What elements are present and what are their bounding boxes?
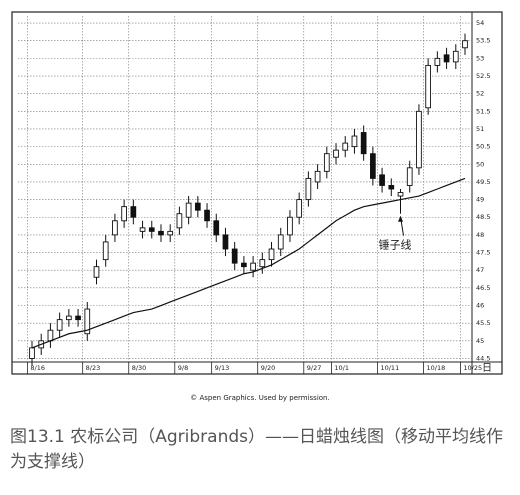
candle-body bbox=[296, 199, 303, 218]
candle-body bbox=[268, 248, 275, 261]
candle-body bbox=[314, 170, 321, 183]
candle-body bbox=[139, 227, 146, 232]
y-tick-label: 49.5 bbox=[476, 178, 490, 186]
candle-body bbox=[277, 234, 284, 250]
chart: 日 © Aspen Graphics. Used by permission. … bbox=[11, 11, 503, 402]
candle-body bbox=[66, 315, 72, 321]
y-tick-label: 49 bbox=[476, 196, 484, 204]
candle-body bbox=[148, 227, 155, 232]
x-tick-label: 10/25 bbox=[463, 364, 482, 372]
x-tick-label: 8/16 bbox=[30, 364, 45, 372]
candle-body bbox=[75, 315, 81, 321]
x-tick-label: 10/11 bbox=[380, 364, 399, 372]
x-tick-label: 10/1 bbox=[334, 364, 349, 372]
candle-body bbox=[333, 149, 339, 158]
candle-body bbox=[222, 234, 229, 250]
candle-body bbox=[204, 209, 210, 222]
candle-body bbox=[167, 230, 174, 236]
candle-body bbox=[379, 174, 385, 186]
candle-body bbox=[323, 153, 330, 172]
candle-body bbox=[416, 110, 422, 169]
candle-body bbox=[287, 216, 293, 236]
credit: © Aspen Graphics. Used by permission. bbox=[190, 394, 329, 402]
candle-body bbox=[130, 206, 137, 218]
candle-body bbox=[370, 153, 376, 179]
caption: 图13.1 农标公司（Agribrands）——日蜡烛线图（移动平均线作为支撑线… bbox=[10, 427, 504, 472]
y-tick-label: 54 bbox=[476, 19, 484, 27]
moving-average-line bbox=[31, 177, 466, 349]
y-tick-label: 52.5 bbox=[476, 72, 490, 80]
y-tick-label: 50 bbox=[476, 160, 484, 168]
y-tick-label: 47.5 bbox=[476, 249, 490, 257]
candle-body bbox=[121, 206, 127, 222]
annotation-arrowhead bbox=[398, 215, 404, 222]
y-tick-label: 47 bbox=[476, 266, 484, 274]
candle-body bbox=[452, 50, 459, 63]
candle-body bbox=[434, 57, 441, 66]
x-tick-label: 9/20 bbox=[261, 364, 276, 372]
candle-body bbox=[56, 319, 63, 331]
candle-body bbox=[388, 185, 395, 190]
candle-body bbox=[443, 54, 450, 63]
y-tick-label: 46 bbox=[476, 302, 484, 310]
x-tick-label: 8/23 bbox=[86, 364, 101, 372]
candle-body bbox=[231, 248, 238, 264]
x-tick-label: 9/27 bbox=[307, 364, 322, 372]
candle-body bbox=[102, 241, 109, 261]
candle-body bbox=[406, 167, 413, 186]
candle-body bbox=[112, 220, 118, 236]
annotation-text: 锤子线 bbox=[379, 238, 412, 252]
candle-body bbox=[241, 262, 247, 268]
candle-body bbox=[259, 259, 266, 268]
y-tick-label: 51.5 bbox=[476, 107, 490, 115]
candle-body bbox=[397, 192, 404, 197]
y-tick-label: 53.5 bbox=[476, 37, 490, 45]
candle-body bbox=[47, 329, 54, 342]
y-tick-label: 46.5 bbox=[476, 284, 490, 292]
y-tick-label: 44.5 bbox=[476, 354, 490, 362]
candle-body bbox=[305, 177, 312, 201]
x-tick-label: 9/13 bbox=[215, 364, 230, 372]
candle-body bbox=[29, 347, 35, 359]
candle-body bbox=[351, 135, 358, 148]
candle-body bbox=[213, 220, 220, 236]
period-label: 日 bbox=[482, 363, 492, 374]
y-tick-label: 51 bbox=[476, 125, 484, 133]
candle-body bbox=[342, 142, 349, 151]
candle-body bbox=[93, 266, 100, 278]
candle-body bbox=[84, 308, 91, 335]
candle-body bbox=[158, 230, 164, 236]
candle-body bbox=[360, 132, 367, 155]
candle-body bbox=[425, 64, 431, 109]
candle-body bbox=[250, 262, 256, 271]
candle-body bbox=[194, 202, 201, 211]
y-tick-label: 53 bbox=[476, 54, 484, 62]
y-tick-label: 45 bbox=[476, 337, 484, 345]
candle-body bbox=[462, 40, 468, 49]
chart-frame bbox=[11, 11, 503, 375]
x-tick-label: 8/30 bbox=[132, 364, 147, 372]
y-tick-label: 52 bbox=[476, 90, 484, 98]
x-tick-label: 10/18 bbox=[427, 364, 446, 372]
y-tick-label: 48 bbox=[476, 231, 484, 239]
x-tick-label: 9/8 bbox=[178, 364, 188, 372]
y-tick-label: 50.5 bbox=[476, 143, 490, 151]
y-tick-label: 48.5 bbox=[476, 213, 490, 221]
candle-body bbox=[185, 202, 192, 218]
y-tick-label: 45.5 bbox=[476, 319, 490, 327]
candle-body bbox=[176, 213, 183, 229]
